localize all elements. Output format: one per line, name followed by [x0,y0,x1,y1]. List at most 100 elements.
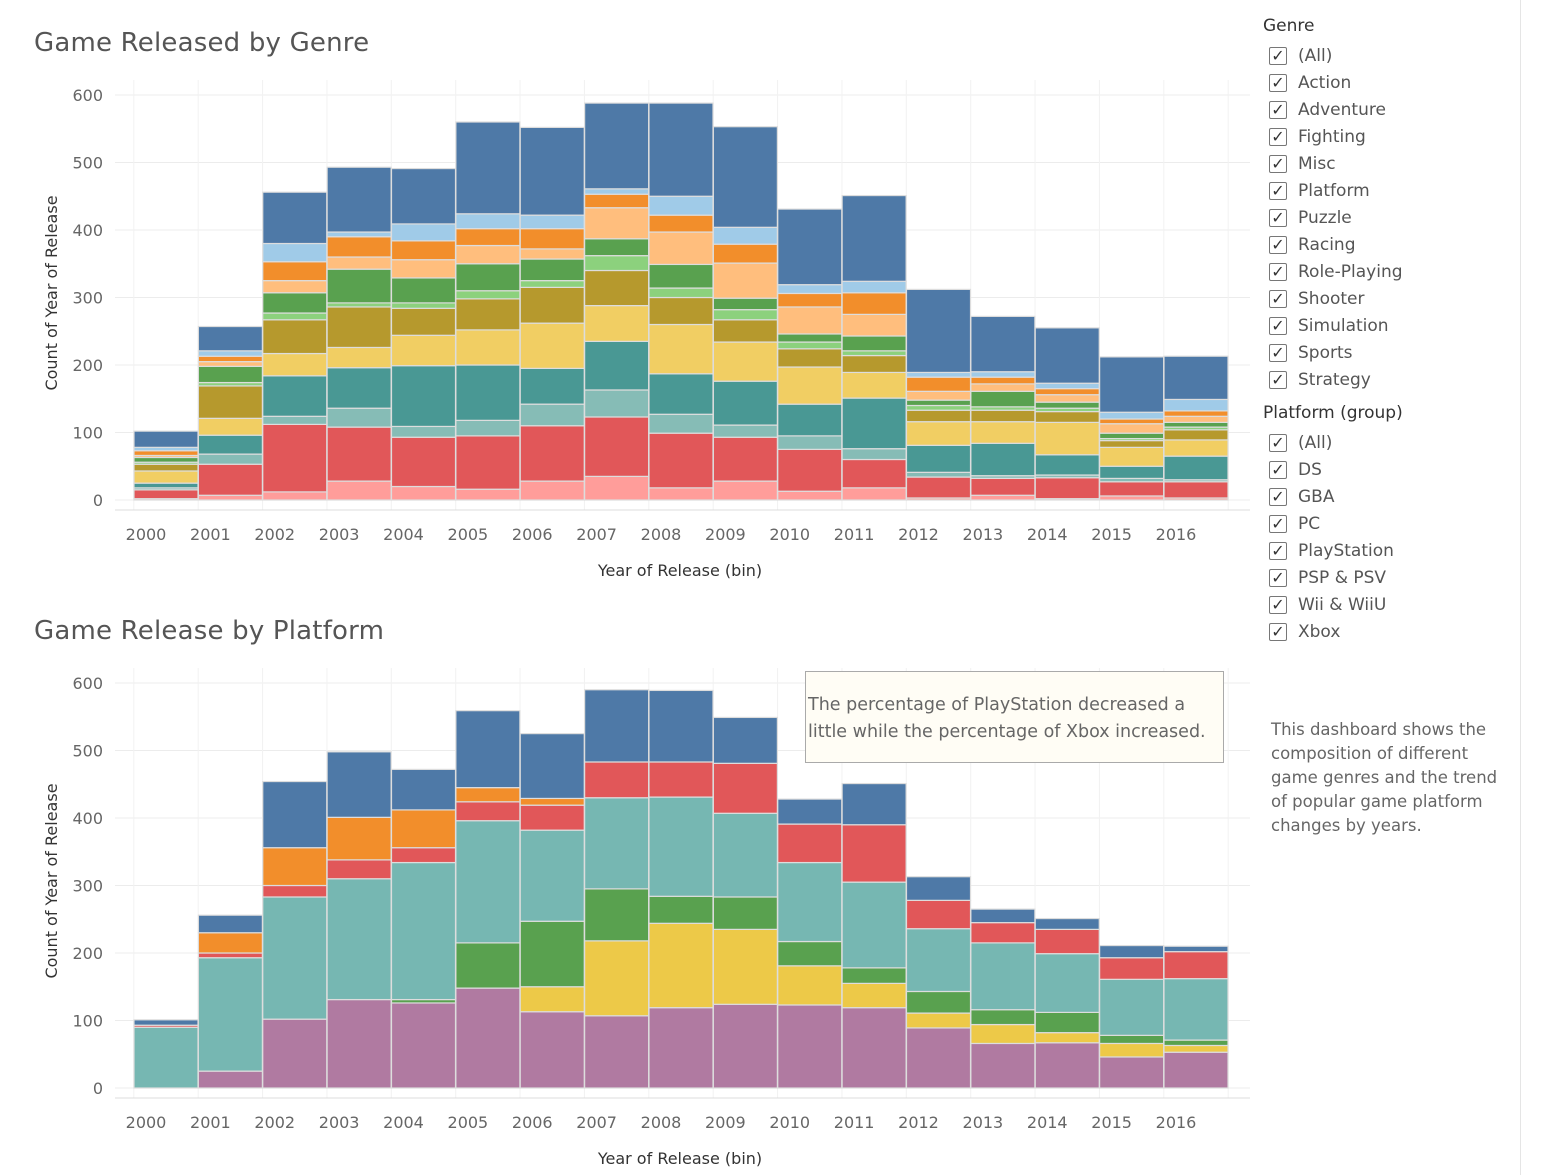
platform-bar-segment[interactable] [455,787,521,803]
genre-bar-segment[interactable] [970,383,1036,392]
checkbox-icon[interactable]: ✓ [1269,541,1287,560]
platform-bar-segment[interactable] [1034,1011,1100,1034]
platform-bar-segment[interactable] [841,967,907,984]
genre-bar-segment[interactable] [584,269,650,307]
platform-bar-segment[interactable] [390,847,457,864]
genre-filter-item-strategy[interactable]: ✓ Strategy [1263,366,1513,393]
genre-bar-segment[interactable] [133,430,199,448]
genre-bar-segment[interactable] [326,367,392,409]
genre-bar-segment[interactable] [1163,439,1229,457]
checkbox-icon[interactable]: ✓ [1269,289,1287,308]
checkbox-icon[interactable]: ✓ [1269,181,1287,200]
platform-bar-segment[interactable] [1099,957,1165,980]
checkbox-icon[interactable]: ✓ [1269,433,1287,452]
genre-bar-segment[interactable] [326,426,392,482]
genre-bar-segment[interactable] [1099,356,1165,413]
platform-bar-segment[interactable] [970,908,1036,924]
platform-bar-segment[interactable] [777,823,843,864]
platform-bar-segment[interactable] [712,762,778,814]
genre-bar-segment[interactable] [841,313,907,337]
platform-bar-segment[interactable] [970,1023,1036,1045]
platform-bar-segment[interactable] [905,899,972,930]
genre-bar-segment[interactable] [262,292,328,314]
checkbox-icon[interactable]: ✓ [1269,100,1287,119]
checkbox-icon[interactable]: ✓ [1269,127,1287,146]
genre-bar-segment[interactable] [905,421,972,446]
genre-bar-segment[interactable] [648,323,714,375]
platform-bar-segment[interactable] [197,932,263,954]
genre-bar-segment[interactable] [584,305,650,342]
platform-bar-segment[interactable] [712,928,778,1005]
genre-bar-segment[interactable] [1034,421,1100,456]
checkbox-icon[interactable]: ✓ [1269,73,1287,92]
platform-bar-segment[interactable] [648,796,714,897]
genre-bar-segment[interactable] [262,191,328,245]
genre-bar-segment[interactable] [262,415,328,425]
genre-bar-segment[interactable] [777,435,843,450]
genre-bar-segment[interactable] [262,312,328,321]
genre-bar-segment[interactable] [905,444,972,473]
genre-bar-segment[interactable] [390,485,457,501]
genre-bar-segment[interactable] [262,375,328,417]
genre-bar-segment[interactable] [455,298,521,331]
genre-bar-segment[interactable] [326,236,392,258]
genre-bar-segment[interactable] [584,102,650,190]
genre-bar-segment[interactable] [777,292,843,308]
genre-bar-segment[interactable] [648,102,714,197]
platform-bar-segment[interactable] [262,1018,328,1089]
genre-bar-segment[interactable] [648,296,714,326]
platform-bar-segment[interactable] [584,689,650,763]
genre-bar-segment[interactable] [262,242,328,263]
genre-bar-segment[interactable] [1163,481,1229,499]
genre-bar-segment[interactable] [970,442,1036,477]
genre-bar-segment[interactable] [326,407,392,428]
platform-bar-segment[interactable] [519,1011,585,1089]
platform-bar-segment[interactable] [197,957,263,1072]
genre-bar-segment[interactable] [326,302,392,308]
platform-bar-segment[interactable] [1163,1039,1229,1047]
genre-bar-segment[interactable] [712,126,778,228]
genre-bar-segment[interactable] [777,306,843,335]
platform-bar-segment[interactable] [519,829,585,922]
genre-filter-item-shooter[interactable]: ✓ Shooter [1263,285,1513,312]
genre-bar-segment[interactable] [262,261,328,282]
platform-bar-segment[interactable] [133,1026,199,1089]
genre-bar-segment[interactable] [455,364,521,421]
genre-bar-segment[interactable] [648,432,714,489]
platform-filter-item-psp-psv[interactable]: ✓ PSP & PSV [1263,564,1513,591]
genre-bar-segment[interactable] [777,284,843,295]
platform-bar-segment[interactable] [133,1019,199,1026]
genre-bar-segment[interactable] [519,425,585,482]
platform-bar-segment[interactable] [519,733,585,800]
genre-bar-segment[interactable] [197,434,263,455]
genre-bar-segment[interactable] [390,334,457,367]
genre-bar-segment[interactable] [1163,410,1229,417]
platform-bar-segment[interactable] [970,922,1036,944]
genre-bar-segment[interactable] [841,448,907,461]
genre-bar-segment[interactable] [648,231,714,266]
genre-bar-segment[interactable] [841,397,907,450]
checkbox-icon[interactable]: ✓ [1269,595,1287,614]
genre-filter-item-all[interactable]: ✓ (All) [1263,42,1513,69]
genre-bar-segment[interactable] [970,390,1036,408]
platform-bar-segment[interactable] [1099,978,1165,1036]
genre-bar-segment[interactable] [519,258,585,282]
genre-bar-segment[interactable] [390,167,457,225]
genre-bar-segment[interactable] [1034,410,1100,423]
platform-bar-segment[interactable] [777,798,843,825]
genre-bar-segment[interactable] [326,480,392,501]
genre-bar-segment[interactable] [905,409,972,423]
platform-filter-item-wii-wiiu[interactable]: ✓ Wii & WiiU [1263,591,1513,618]
platform-bar-segment[interactable] [1099,1056,1165,1089]
genre-bar-segment[interactable] [841,350,907,357]
genre-bar-segment[interactable] [197,325,263,352]
genre-bar-segment[interactable] [455,488,521,501]
checkbox-icon[interactable]: ✓ [1269,343,1287,362]
checkbox-icon[interactable]: ✓ [1269,46,1287,65]
checkbox-icon[interactable]: ✓ [1269,487,1287,506]
platform-bar-segment[interactable] [841,782,907,826]
platform-bar-segment[interactable] [648,1007,714,1089]
genre-bar-segment[interactable] [905,399,972,407]
genre-bar-segment[interactable] [1034,388,1100,396]
platform-bar-segment[interactable] [455,801,521,822]
